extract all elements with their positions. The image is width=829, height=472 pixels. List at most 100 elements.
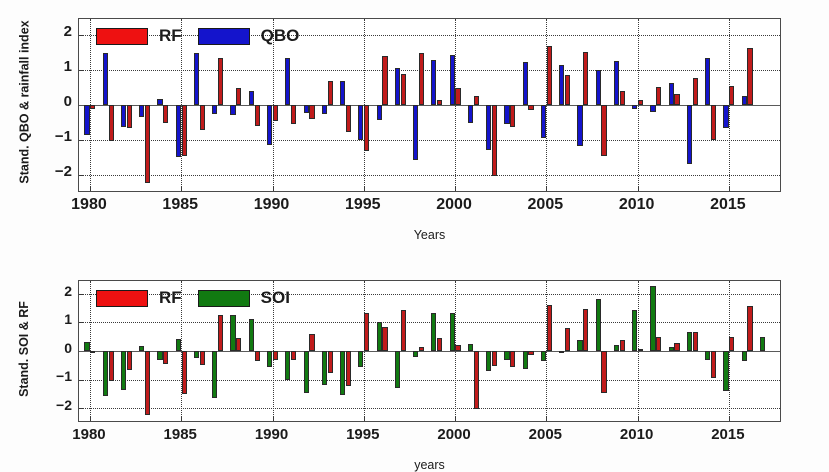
bottom-panel: Stand. SOI & RF years 2 1 0 −1 −2 1980 1985 199… (0, 262, 829, 472)
bar-qbo-2000 (449, 54, 455, 105)
bar-soi-2014 (705, 351, 711, 360)
bar-rf-1982 (126, 351, 132, 370)
bar-rf-1984 (163, 105, 169, 123)
bar-rf-1989 (254, 105, 260, 127)
y-axis-tick-mark (79, 34, 84, 36)
bar-rf-2005 (546, 46, 552, 105)
bar-rf-2003 (510, 351, 516, 367)
bar-qbo-1985 (175, 105, 181, 157)
bar-qbo-2013 (686, 105, 693, 164)
bar-qbo-2006 (559, 64, 565, 105)
bar-soi-1998 (413, 351, 419, 358)
bar-qbo-2016 (741, 95, 747, 105)
bar-qbo-1982 (120, 105, 127, 127)
bar-rf-1997 (400, 309, 406, 351)
x-axis-tick-label: 2010 (619, 426, 654, 443)
bar-soi-1984 (157, 351, 163, 361)
bar-rf-1987 (218, 57, 224, 105)
x-axis-tick-label: 2010 (618, 196, 655, 213)
y-axis-tick-label: −1 (54, 128, 72, 146)
bar-soi-2015 (723, 351, 729, 391)
bar-qbo-2012 (668, 82, 674, 105)
bar-soi-2011 (650, 286, 656, 351)
y-axis-tick-mark (79, 293, 84, 295)
bar-soi-1996 (376, 321, 382, 351)
bottom-panel-plot-area (78, 280, 781, 422)
bar-rf-2013 (692, 331, 698, 351)
y-axis-tick-mark (79, 175, 84, 177)
bar-rf-1988 (236, 87, 242, 105)
legend: RF QBO (96, 26, 315, 46)
bar-rf-2011 (656, 87, 662, 105)
x-axis-tick-mark (363, 416, 365, 421)
bar-rf-2001 (473, 95, 479, 105)
bar-rf-1992 (309, 333, 315, 351)
bar-qbo-2004 (522, 62, 528, 105)
gridline-horizontal (79, 322, 780, 324)
bar-qbo-1991 (285, 57, 291, 105)
bar-rf-1993 (327, 351, 333, 373)
gridline-horizontal (79, 140, 780, 142)
legend-swatch-rf (96, 27, 148, 45)
bar-soi-1987 (212, 351, 218, 398)
x-axis-tick-mark (89, 416, 91, 421)
bar-qbo-1999 (431, 60, 437, 105)
bar-qbo-1997 (394, 68, 400, 105)
bar-soi-2006 (559, 351, 565, 353)
legend-label-rf: RF (159, 26, 182, 45)
bar-rf-2005 (546, 305, 552, 351)
bottom-panel-y-axis-label: Stand. SOI & RF (17, 301, 31, 397)
gridline-horizontal (79, 175, 780, 177)
bar-qbo-1992 (303, 105, 309, 114)
bar-rf-1983 (145, 351, 151, 415)
bar-qbo-2011 (650, 105, 656, 113)
x-axis-tick-label: 1980 (72, 426, 106, 443)
bar-soi-1985 (175, 339, 181, 351)
bar-qbo-2002 (486, 105, 492, 150)
y-axis-tick-mark (79, 322, 84, 324)
x-axis-tick-mark (89, 186, 91, 191)
bar-qbo-1993 (321, 105, 327, 115)
y-axis-tick-label: 2 (64, 282, 72, 299)
x-axis-tick-label: 2005 (527, 196, 564, 213)
gridline-horizontal (79, 69, 780, 71)
top-panel-y-axis-label: Stand. QBO & rainfall index (17, 20, 32, 184)
bar-rf-1998 (418, 347, 425, 351)
bar-soi-1980 (84, 341, 90, 351)
bar-rf-2004 (528, 105, 534, 111)
x-axis-tick-mark (181, 416, 183, 421)
bar-soi-2009 (613, 345, 620, 351)
bar-soi-2017 (759, 336, 766, 351)
bar-rf-1983 (145, 105, 151, 183)
legend: RF SOI (96, 288, 306, 308)
zero-baseline (79, 351, 780, 352)
bar-rf-1995 (364, 313, 370, 351)
bar-soi-1981 (102, 351, 108, 397)
bar-qbo-1986 (193, 53, 200, 105)
bar-soi-2013 (686, 331, 693, 351)
bar-rf-2013 (692, 78, 698, 105)
bar-qbo-2003 (504, 105, 510, 124)
x-axis-tick-mark (637, 186, 639, 191)
legend-swatch-rf (96, 289, 148, 307)
bar-rf-1999 (437, 100, 443, 105)
bar-rf-2007 (583, 51, 589, 105)
y-axis-tick-mark (79, 408, 84, 410)
bar-rf-2008 (601, 351, 607, 394)
bar-rf-1982 (126, 105, 132, 129)
bar-rf-2014 (710, 351, 717, 379)
bar-rf-1989 (254, 351, 260, 361)
bar-soi-1990 (267, 351, 273, 367)
bar-rf-1987 (218, 314, 224, 351)
bar-soi-2001 (467, 343, 473, 351)
top-panel-plot-area (78, 18, 781, 192)
gridline-horizontal (79, 408, 780, 410)
x-axis-tick-mark (455, 186, 457, 191)
bar-qbo-1989 (248, 90, 254, 105)
bar-soi-2000 (449, 313, 455, 351)
x-axis-tick-label: 1995 (346, 426, 380, 443)
bar-rf-1996 (382, 55, 388, 105)
top-panel: Stand. QBO & rainfall index Years 2 1 0 −1 −… (17, 18, 781, 242)
bar-soi-1995 (358, 351, 364, 368)
bar-soi-1986 (193, 351, 200, 359)
